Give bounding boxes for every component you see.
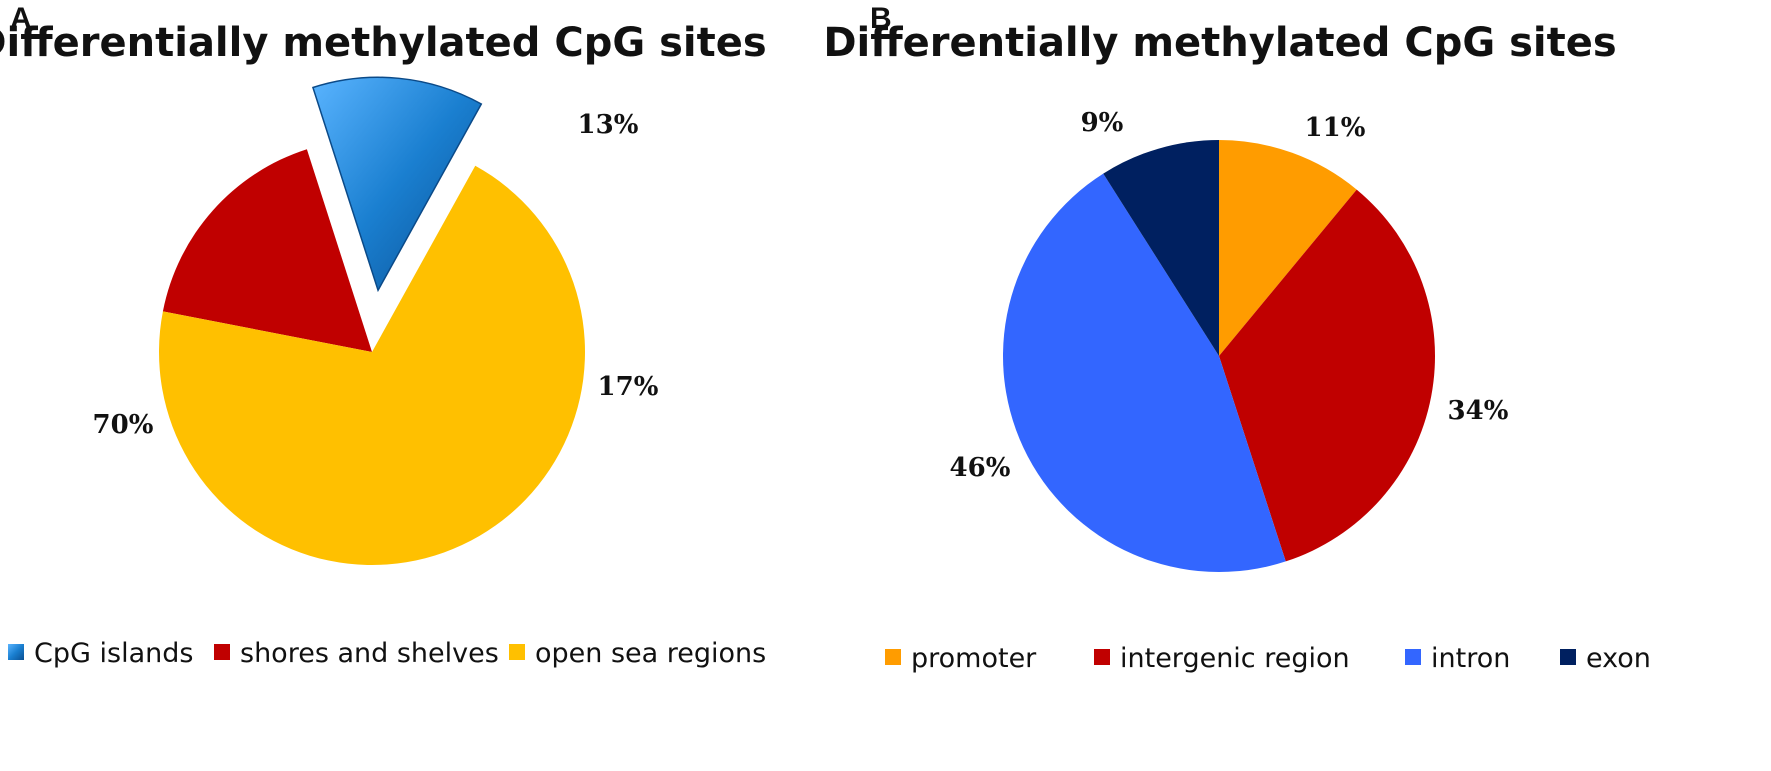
data-label-cpg-islands: 13% [578, 110, 639, 140]
data-label-promoter: 11% [1305, 113, 1366, 143]
data-label-intron: 46% [950, 453, 1011, 483]
legend-item-intergenic-region: intergenic region [1094, 643, 1350, 674]
pie-slice-promoter [1219, 140, 1357, 356]
legend-swatch-intergenic-region [1094, 649, 1110, 665]
legend-item-promoter: promoter [885, 643, 1037, 674]
legend-swatch-cpg-islands [8, 644, 24, 660]
pie-slice-open-sea-regions [158, 165, 585, 566]
pie-a: 13% 17% 70% [93, 76, 659, 566]
legend-swatch-intron [1405, 649, 1421, 665]
data-label-open-sea-regions: 70% [93, 410, 154, 440]
legend-label-open-sea-regions: open sea regions [535, 638, 766, 669]
pie-b: 11% 34% 46% 9% [950, 108, 1509, 573]
data-label-intergenic-region: 34% [1448, 396, 1509, 426]
data-label-shores-and-shelves: 17% [598, 372, 659, 402]
legend-b: promoter intergenic region intron exon [885, 643, 1651, 674]
pie-slice-shores-and-shelves [162, 149, 372, 352]
panel-letter-a: A [10, 2, 32, 35]
pie-slice-cpg-islands [311, 76, 483, 293]
legend-swatch-exon [1560, 649, 1576, 665]
legend-item-open-sea-regions: open sea regions [509, 638, 766, 669]
pie-slice-intron [1002, 173, 1286, 573]
chart-title-a: Differentially methylated CpG sites [0, 20, 767, 66]
legend-a: CpG islands shores and shelves open sea re… [8, 638, 766, 669]
pie-slice-intergenic-region [1219, 189, 1436, 562]
legend-item-exon: exon [1560, 643, 1651, 674]
legend-swatch-shores-and-shelves [214, 644, 230, 660]
legend-swatch-open-sea-regions [509, 644, 525, 660]
legend-item-shores-and-shelves: shores and shelves [214, 638, 499, 669]
chart-title-b: Differentially methylated CpG sites [823, 20, 1616, 66]
legend-label-intergenic-region: intergenic region [1120, 643, 1350, 674]
panel-letter-b: B [870, 2, 892, 35]
legend-label-intron: intron [1431, 643, 1510, 674]
data-label-exon: 9% [1081, 108, 1124, 138]
legend-item-intron: intron [1405, 643, 1510, 674]
legend-label-shores-and-shelves: shores and shelves [240, 638, 499, 669]
panel-a: A Differentially methylated CpG sites 13… [0, 2, 767, 669]
panel-b: B Differentially methylated CpG sites 11… [823, 2, 1651, 674]
legend-label-exon: exon [1586, 643, 1651, 674]
legend-item-cpg-islands: CpG islands [8, 638, 193, 669]
pie-slice-exon [1103, 140, 1219, 356]
legend-swatch-promoter [885, 649, 901, 665]
legend-label-cpg-islands: CpG islands [34, 638, 193, 669]
legend-label-promoter: promoter [911, 643, 1037, 674]
